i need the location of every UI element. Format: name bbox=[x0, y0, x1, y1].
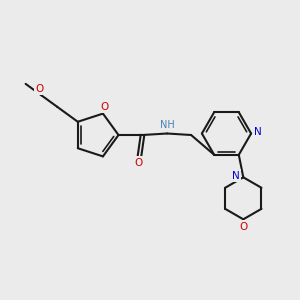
Text: N: N bbox=[254, 127, 262, 137]
Text: NH: NH bbox=[160, 120, 175, 130]
Text: O: O bbox=[240, 222, 248, 232]
Text: O: O bbox=[100, 102, 109, 112]
Text: O: O bbox=[134, 158, 142, 168]
Text: N: N bbox=[232, 171, 240, 181]
Text: O: O bbox=[36, 84, 44, 94]
